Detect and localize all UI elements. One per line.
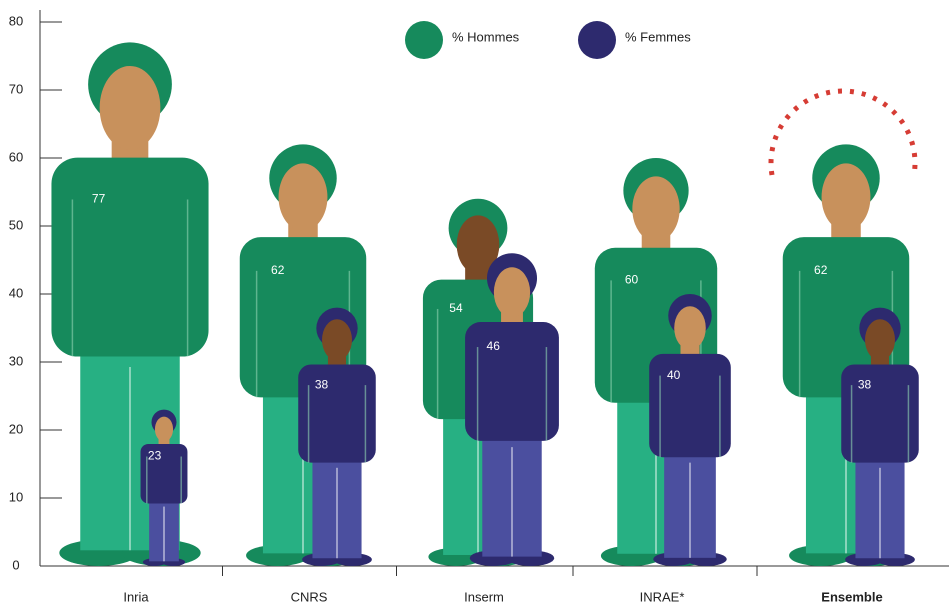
value-label: 40 xyxy=(667,368,681,382)
torso xyxy=(841,364,919,463)
y-tick-label: 20 xyxy=(9,421,23,436)
torso xyxy=(140,444,188,504)
x-tick-label: Inria xyxy=(123,589,149,604)
y-tick-label: 70 xyxy=(9,81,23,96)
legend-swatch xyxy=(405,21,443,59)
value-label: 46 xyxy=(487,339,501,353)
face xyxy=(278,163,328,231)
figure xyxy=(140,409,188,567)
value-label: 38 xyxy=(858,377,872,391)
value-label: 38 xyxy=(315,377,329,391)
y-tick-label: 40 xyxy=(9,285,23,300)
x-tick-label: CNRS xyxy=(291,589,328,604)
y-tick-label: 60 xyxy=(9,149,23,164)
y-tick-label: 0 xyxy=(12,557,19,572)
x-tick-label: Inserm xyxy=(464,589,504,604)
value-label: 77 xyxy=(92,192,106,206)
face xyxy=(674,306,706,350)
figure xyxy=(298,307,376,566)
x-tick-label: INRAE* xyxy=(640,589,685,604)
highlight-halo xyxy=(768,88,918,176)
value-label: 54 xyxy=(449,301,463,315)
figure xyxy=(465,253,559,566)
y-tick-label: 30 xyxy=(9,353,23,368)
y-tick-label: 50 xyxy=(9,217,23,232)
face xyxy=(99,65,161,150)
face xyxy=(865,319,895,361)
x-tick-label: Ensemble xyxy=(821,589,882,604)
figure xyxy=(649,294,731,566)
y-tick-label: 10 xyxy=(9,489,23,504)
torso xyxy=(298,364,376,463)
value-label: 60 xyxy=(625,273,639,287)
legend-label: % Femmes xyxy=(625,29,691,44)
face xyxy=(632,176,680,242)
figure xyxy=(841,307,919,566)
legend-swatch xyxy=(578,21,616,59)
y-tick-label: 80 xyxy=(9,13,23,28)
face xyxy=(154,416,174,442)
torso xyxy=(649,353,731,458)
torso xyxy=(465,322,559,441)
legend-label: % Hommes xyxy=(452,29,520,44)
face xyxy=(322,319,352,361)
torso xyxy=(51,157,209,357)
value-label: 23 xyxy=(148,449,162,463)
value-label: 62 xyxy=(814,263,828,277)
face xyxy=(456,215,500,275)
value-label: 62 xyxy=(271,263,285,277)
face xyxy=(493,267,531,318)
face xyxy=(821,163,871,231)
